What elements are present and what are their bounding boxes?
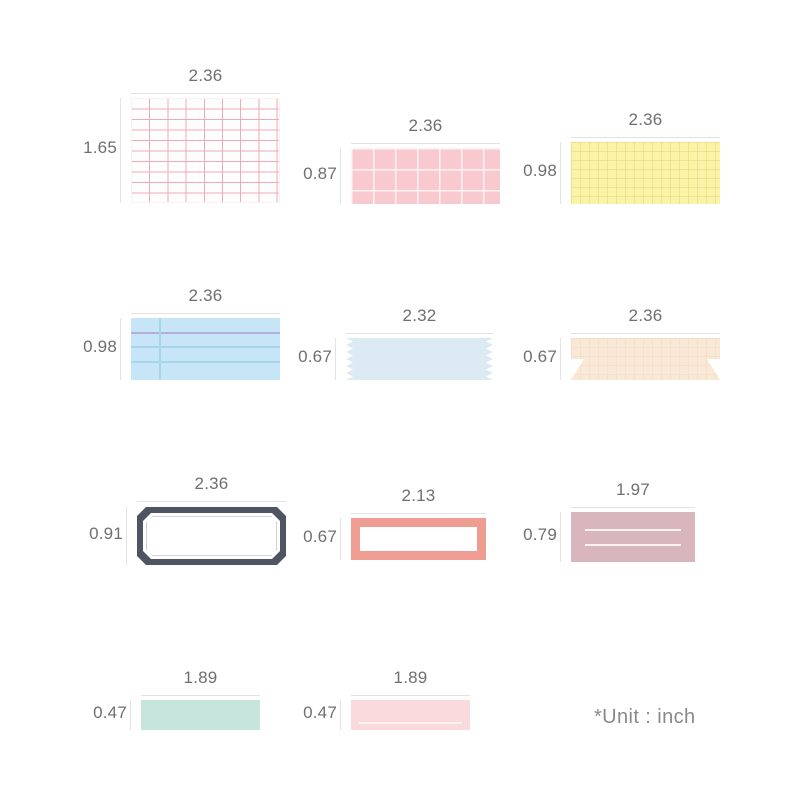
width-dimension-label: 2.36 [188, 286, 223, 305]
product-swatch [351, 700, 470, 730]
height-dimension-rule [560, 142, 561, 204]
height-dimension-label: 1.65 [83, 138, 117, 157]
notebook-margin-line [159, 318, 161, 380]
height-dimension-label: 0.67 [298, 347, 332, 366]
height-dimension-rule [340, 148, 341, 204]
product-cell-solid-label-mint: 1.89 0.47 [93, 668, 260, 730]
width-dimension-label: 2.36 [628, 110, 663, 129]
width-dimension-rule [131, 93, 280, 94]
product-cell-ribbon-tape-peach: 2.36 0.67 [523, 306, 720, 380]
product-swatch [571, 142, 720, 204]
product-swatch [351, 148, 500, 204]
width-dimension-rule [571, 507, 695, 508]
product-swatch [131, 318, 280, 380]
height-dimension-label: 0.79 [523, 525, 557, 544]
height-dimension-label: 0.67 [523, 347, 557, 366]
product-swatch [131, 98, 280, 203]
writing-line [359, 722, 462, 724]
height-dimension-rule [126, 507, 127, 565]
product-cell-lined-label-mauve: 1.97 0.79 [523, 480, 695, 562]
product-cell-grid-memo-yellow: 2.36 0.98 [523, 110, 720, 204]
width-dimension-label: 2.36 [188, 66, 223, 85]
product-cell-grid-memo-white: 2.36 1.65 [83, 66, 280, 203]
height-dimension-rule [340, 518, 341, 560]
width-dimension-rule [571, 333, 720, 334]
notebook-rule [131, 332, 280, 334]
height-dimension-rule [120, 318, 121, 380]
height-dimension-rule [130, 700, 131, 730]
product-swatch [571, 338, 720, 380]
width-dimension-label: 1.89 [393, 668, 428, 687]
frame-inner-outline [146, 516, 277, 556]
product-cell-border-label-coral: 2.13 0.67 [303, 486, 486, 560]
notebook-rule [131, 346, 280, 348]
height-dimension-rule [560, 338, 561, 380]
width-dimension-rule [131, 313, 280, 314]
unit-footnote: *Unit : inch [594, 706, 696, 728]
height-dimension-label: 0.87 [303, 164, 337, 183]
product-swatch [137, 507, 286, 565]
width-dimension-rule [346, 333, 493, 334]
width-dimension-rule [571, 137, 720, 138]
width-dimension-label: 1.89 [183, 668, 218, 687]
product-swatch [351, 518, 486, 560]
height-dimension-rule [340, 700, 341, 730]
height-dimension-label: 0.91 [89, 524, 123, 543]
writing-line [585, 544, 681, 546]
zigzag-tape-shape [346, 338, 493, 380]
width-dimension-rule [137, 501, 286, 502]
notebook-rule [131, 361, 280, 363]
width-dimension-rule [141, 695, 260, 696]
height-dimension-label: 0.98 [523, 161, 557, 180]
width-dimension-rule [351, 143, 500, 144]
width-dimension-rule [351, 695, 470, 696]
width-dimension-label: 2.32 [402, 306, 437, 325]
height-dimension-label: 0.47 [303, 703, 337, 722]
product-cell-grid-memo-pink: 2.36 0.87 [303, 116, 500, 204]
width-dimension-label: 2.36 [408, 116, 443, 135]
product-cell-solid-label-pink: 1.89 0.47 [303, 668, 470, 730]
frame-inner [143, 513, 280, 559]
product-swatch [141, 700, 260, 730]
product-cell-zigzag-tape-blue: 2.32 0.67 [298, 306, 493, 380]
height-dimension-label: 0.98 [83, 337, 117, 356]
product-cell-frame-label-navy: 2.36 0.91 [89, 474, 286, 565]
width-dimension-rule [351, 513, 486, 514]
height-dimension-label: 0.67 [303, 527, 337, 546]
product-cell-ruled-memo-blue: 2.36 0.98 [83, 286, 280, 380]
height-dimension-label: 0.47 [93, 703, 127, 722]
width-dimension-label: 1.97 [616, 480, 650, 499]
width-dimension-label: 2.36 [194, 474, 229, 493]
product-swatch [346, 338, 493, 380]
writing-line [585, 529, 681, 531]
width-dimension-label: 2.36 [628, 306, 663, 325]
product-swatch [571, 512, 695, 562]
height-dimension-rule [560, 512, 561, 562]
height-dimension-rule [120, 98, 121, 203]
width-dimension-label: 2.13 [401, 486, 436, 505]
height-dimension-rule [335, 338, 336, 380]
